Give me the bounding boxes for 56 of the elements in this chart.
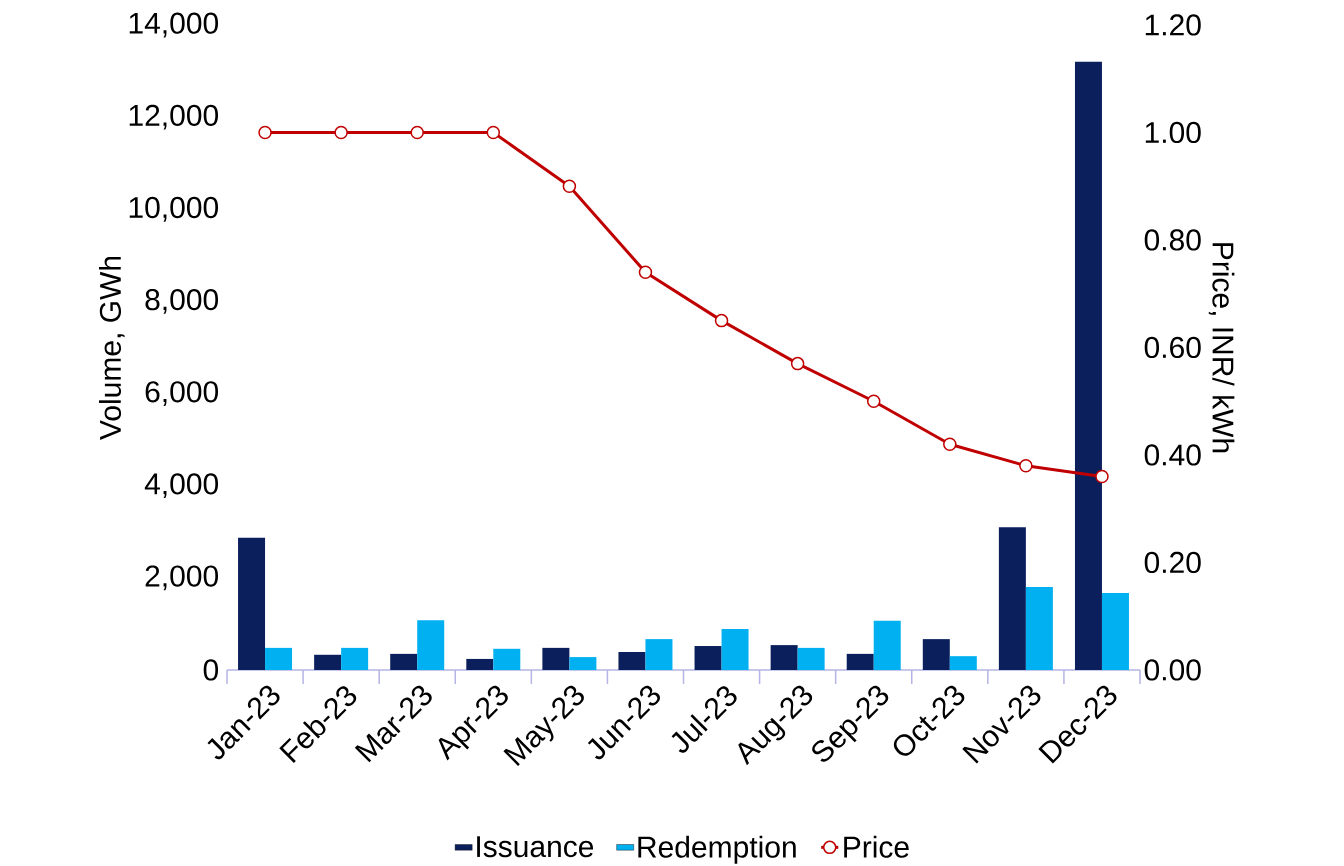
y-tick-label: 4,000: [144, 473, 219, 499]
y-tick-label: 6,000: [145, 381, 219, 406]
y-tick-label: 12,000: [129, 104, 219, 130]
y-tick-label: 0: [203, 659, 219, 681]
y-tick-label: 14,000: [129, 12, 219, 38]
legend-label: Redemption: [638, 835, 796, 864]
point: [790, 356, 805, 371]
point: [638, 265, 653, 279]
bar: [846, 653, 874, 670]
bar: [998, 527, 1026, 670]
point: [714, 313, 729, 328]
bar: [1074, 61, 1102, 670]
point: [866, 394, 881, 408]
bar: [873, 620, 901, 670]
y2-tick-label: 0.80: [1144, 229, 1201, 251]
bar: [466, 658, 494, 670]
y2-tick-label: 0.00: [1144, 659, 1201, 681]
bar: [493, 648, 521, 670]
bar: [417, 620, 445, 670]
y-axis-title: Volume, GWh: [99, 256, 125, 440]
bar: [721, 628, 749, 670]
legend-label: Issuance: [477, 836, 594, 858]
bar: [770, 645, 798, 670]
point: [562, 179, 577, 193]
y-tick-label: 8,000: [145, 289, 219, 314]
point: [410, 125, 424, 140]
bar: [645, 639, 673, 670]
point: [943, 437, 957, 451]
bar: [569, 657, 597, 670]
bar: [797, 647, 825, 670]
y2-tick-label: 0.20: [1144, 551, 1201, 574]
bar: [1025, 587, 1053, 670]
bar: [341, 647, 369, 670]
bar: [238, 537, 266, 670]
bar: [265, 647, 293, 670]
point: [486, 125, 501, 140]
point: [1019, 458, 1033, 473]
bar: [542, 647, 570, 670]
bar: [694, 646, 722, 670]
bar: [314, 654, 342, 670]
y2-tick-label: 0.60: [1144, 336, 1201, 359]
legend-label: Price: [844, 835, 909, 858]
bar: [922, 639, 950, 670]
y2-tick-label: 1.20: [1145, 14, 1201, 36]
y-tick-label: 2,000: [145, 565, 219, 591]
bar: [1101, 593, 1129, 670]
point: [1095, 469, 1109, 484]
point: [258, 125, 272, 140]
bar: [390, 653, 418, 670]
y-tick-label: 10,000: [129, 196, 219, 222]
bar: [618, 652, 646, 670]
y2-axis-title: Price, INR/ kWh: [1208, 243, 1235, 453]
y2-tick-label: 0.40: [1144, 444, 1201, 466]
bar: [949, 656, 977, 670]
point: [334, 125, 348, 140]
y2-tick-label: 1.00: [1145, 121, 1201, 144]
